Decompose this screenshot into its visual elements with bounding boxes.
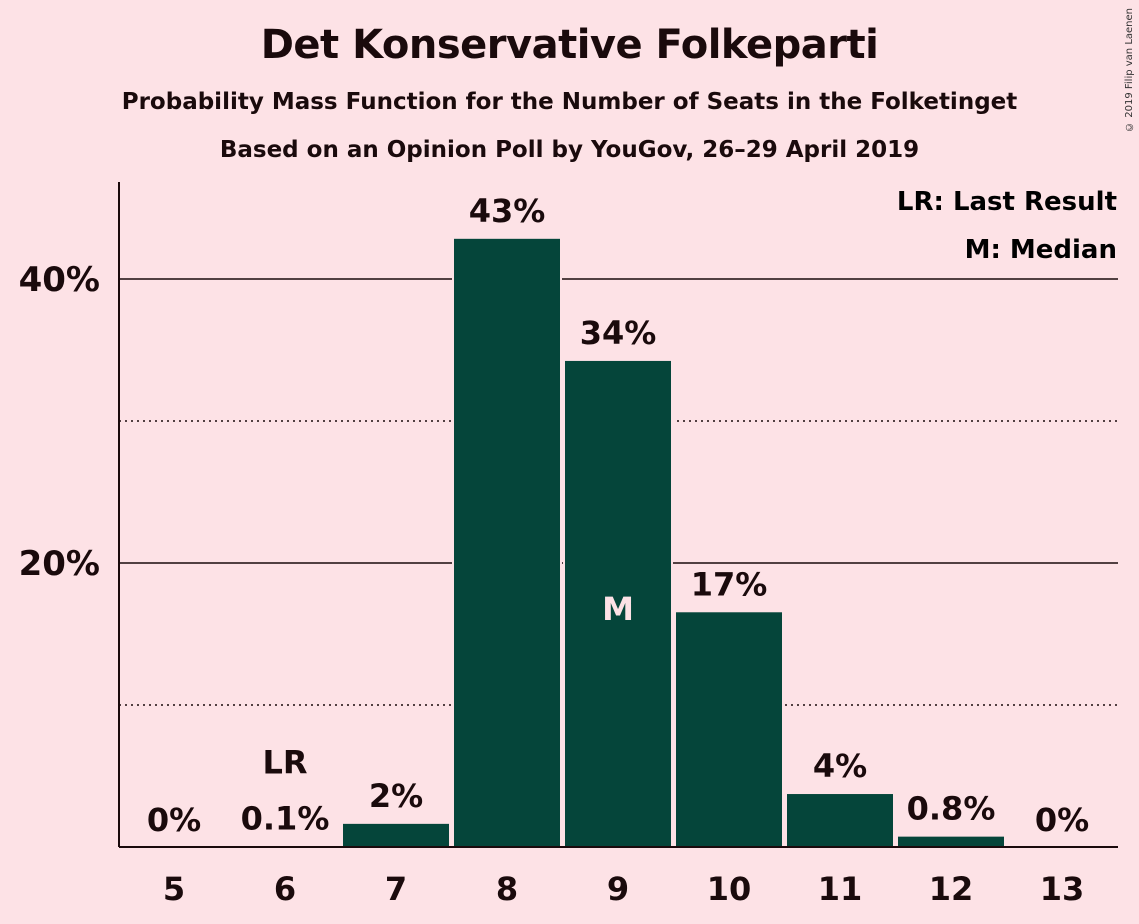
x-tick-7: 7 [385,870,407,908]
x-tick-6: 6 [274,870,296,908]
chart-subtitle: Probability Mass Function for the Number… [121,89,1018,115]
chart-title: Det Konservative Folkeparti [260,22,879,68]
bar-value-label-11: 4% [813,747,867,785]
marker-m: M [602,590,634,628]
x-tick-13: 13 [1040,870,1085,908]
x-tick-8: 8 [496,870,518,908]
bar-8 [452,236,562,848]
x-tick-10: 10 [707,870,752,908]
bar-value-labels: 0% 0.1% 2% 43% 34% 17% 4% 0.8% 0% [147,192,1089,839]
y-tick-20: 20% [19,544,100,584]
x-tick-12: 12 [929,870,974,908]
bar-value-label-10: 17% [691,565,768,603]
bar-value-label-6: 0.1% [241,800,330,838]
bar-10 [674,610,784,849]
y-axis-ticks: 20% 40% [19,260,100,584]
bar-value-label-5: 0% [147,801,201,839]
bar-value-label-8: 43% [469,192,546,230]
legend-last-result: LR: Last Result [897,187,1117,217]
x-axis-ticks: 5 6 7 8 9 10 11 12 13 [163,870,1084,908]
x-tick-11: 11 [818,870,863,908]
y-tick-40: 40% [19,260,100,300]
bar-11 [785,792,895,848]
bar-value-label-12: 0.8% [907,790,996,828]
bar-12 [896,834,1006,849]
x-tick-9: 9 [607,870,629,908]
bar-7 [341,821,451,848]
legend-median: M: Median [965,235,1117,265]
bar-value-label-9: 34% [580,314,657,352]
chart-source-subtitle: Based on an Opinion Poll by YouGov, 26–2… [219,137,920,163]
bars [230,236,1006,849]
x-tick-5: 5 [163,870,185,908]
bar-value-label-13: 0% [1035,801,1089,839]
bar-markers: LR M [262,590,633,782]
bar-value-label-7: 2% [369,777,423,815]
marker-lr: LR [262,744,307,782]
